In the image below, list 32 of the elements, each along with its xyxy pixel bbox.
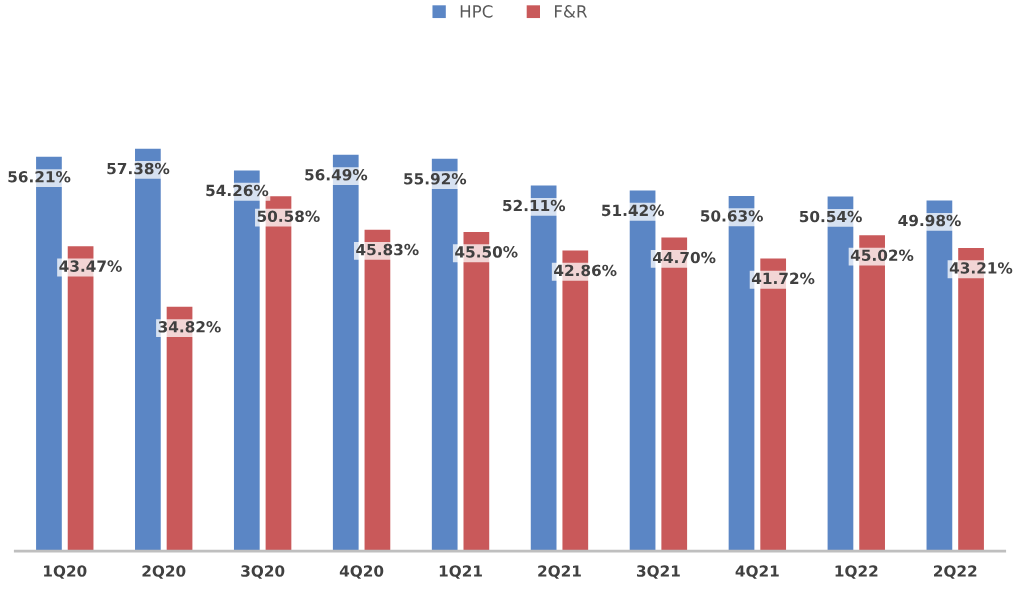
data-label: 42.86%: [554, 264, 617, 277]
data-label: 43.21%: [949, 262, 1013, 274]
data-label: 45.02%: [850, 249, 914, 262]
data-label: 57.38%: [107, 162, 170, 175]
data-label: 55.92%: [404, 173, 467, 185]
data-label: 50.58%: [257, 210, 320, 223]
x-tick-label: 1Q22: [835, 565, 878, 579]
data-label: 43.47%: [59, 260, 122, 272]
x-tick-label: 1Q20: [44, 565, 87, 579]
data-label: 45.50%: [455, 246, 518, 258]
x-tick-label: 3Q20: [241, 565, 285, 579]
data-label: 45.83%: [356, 243, 419, 256]
data-label: 51.42%: [602, 204, 665, 217]
x-tick-label: 2Q21: [538, 565, 581, 579]
data-label: 50.63%: [700, 210, 763, 222]
x-tick-label: 2Q22: [934, 565, 977, 579]
data-label: 44.70%: [653, 251, 716, 264]
data-label: 52.11%: [503, 199, 566, 212]
x-tick-label: 4Q20: [339, 565, 384, 579]
data-label: 41.72%: [751, 272, 815, 285]
legend-label: HPC: [460, 5, 493, 18]
x-tick-label: 1Q21: [439, 565, 482, 579]
data-label: 50.54%: [799, 210, 862, 223]
data-label: 56.21%: [8, 170, 71, 183]
x-tick-label: 4Q21: [735, 565, 779, 579]
data-label: 54.26%: [206, 184, 269, 197]
x-tick-label: 3Q21: [636, 565, 680, 579]
data-label: 49.98%: [898, 214, 961, 227]
legend-label: F&R: [555, 5, 588, 18]
data-label: 56.49%: [305, 169, 368, 181]
data-label: 34.82%: [158, 321, 221, 333]
x-tick-label: 2Q20: [142, 565, 186, 579]
